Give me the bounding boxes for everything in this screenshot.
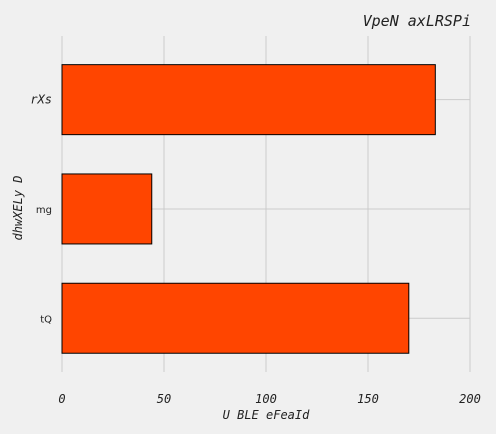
y-tick-label: mg [36, 205, 52, 216]
x-tick-label: 150 [357, 392, 379, 406]
y-tick-label: tQ [40, 314, 52, 325]
bar-rXs [61, 64, 436, 136]
x-tick-label: 50 [157, 392, 171, 406]
x-tick-label: 0 [58, 392, 65, 406]
x-tick-label: 100 [255, 392, 277, 406]
y-tick-label: rXs [30, 93, 52, 107]
bar-mg [61, 173, 153, 245]
chart-title: VpeN axLRSPi [363, 12, 471, 30]
x-axis-label: U BLE eFeaId [223, 408, 310, 422]
x-tick-label: 200 [459, 392, 481, 406]
y-axis-label: dhwXELy D [11, 175, 25, 240]
bars [61, 64, 436, 354]
bar-tQ [61, 282, 410, 354]
x-tick-labels: 0 50 100 150 200 [58, 392, 480, 406]
y-tick-labels: rXs mg tQ [30, 93, 52, 326]
